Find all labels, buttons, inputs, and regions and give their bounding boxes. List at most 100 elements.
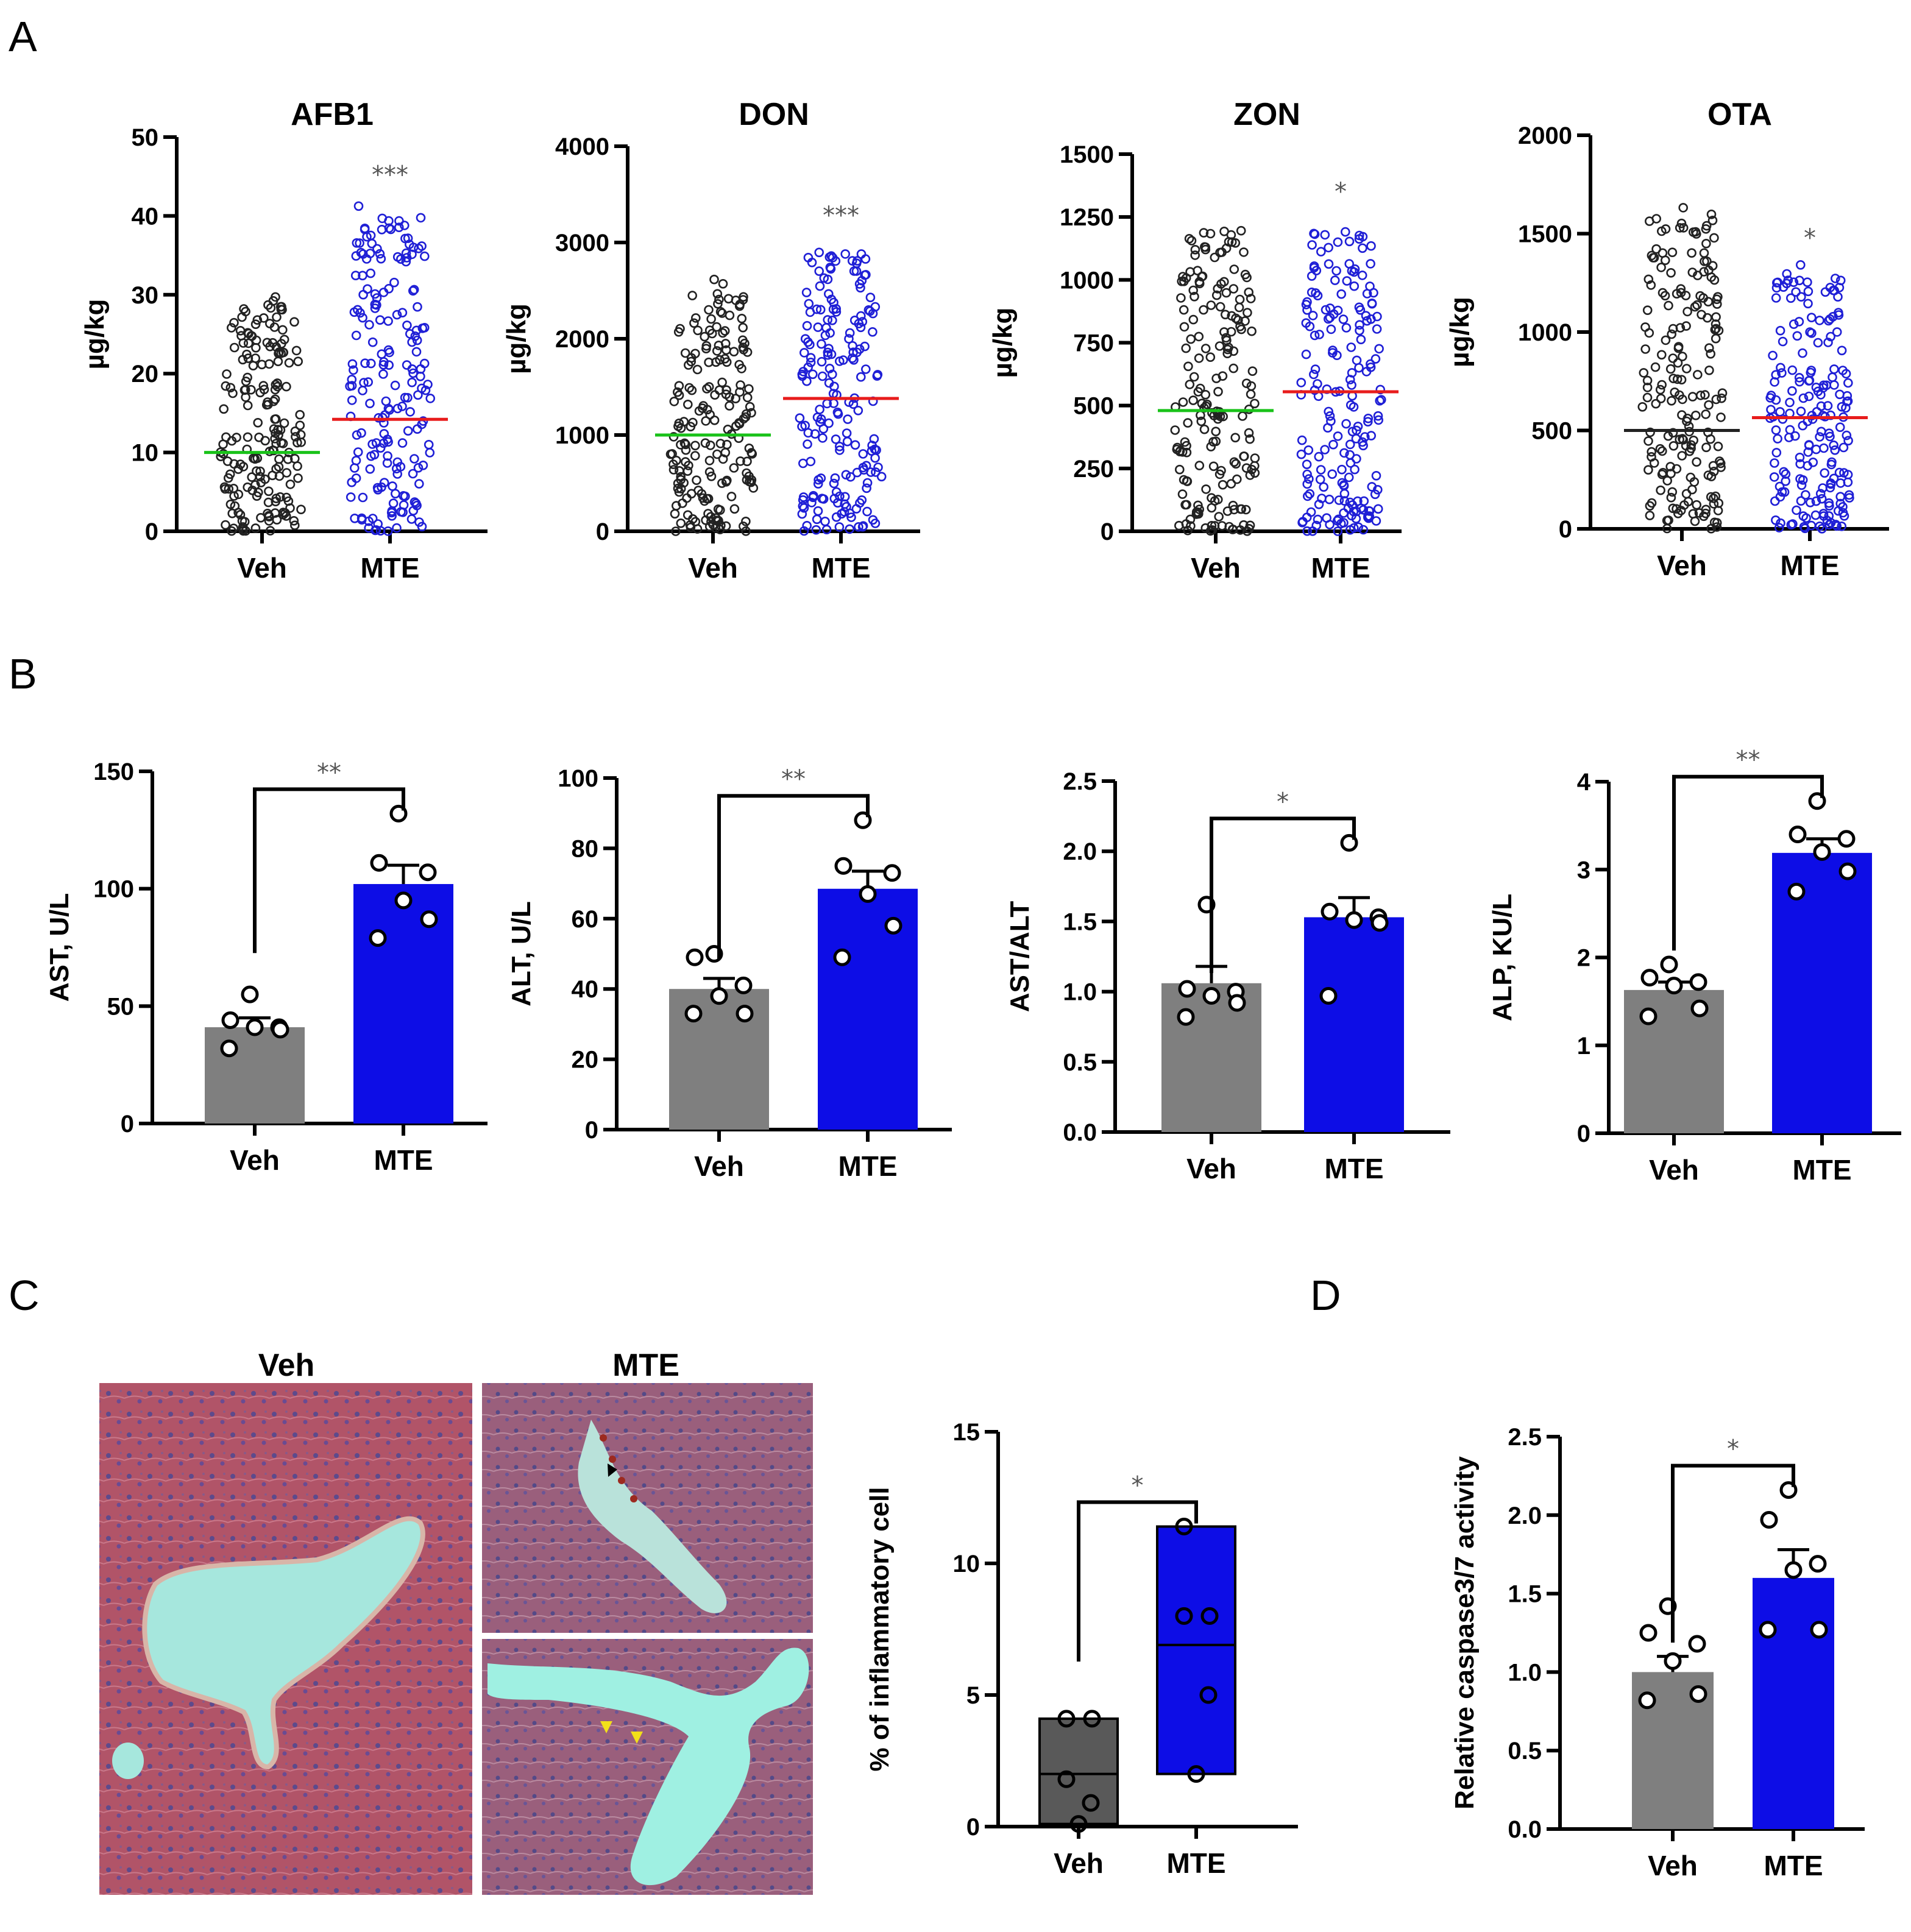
data-point [714,294,724,305]
data-point [1832,521,1842,531]
data-point [358,492,368,503]
data-point [1668,373,1678,384]
data-point [1354,363,1364,373]
data-point [1372,324,1382,334]
data-point [1305,489,1315,499]
data-point [746,477,756,487]
data-point [394,891,413,910]
data-point [228,388,238,398]
data-point [1211,426,1221,437]
data-point [704,382,714,392]
data-point [1177,1008,1195,1026]
data-point [1709,233,1719,243]
data-point [378,288,389,297]
data-point [256,478,266,487]
data-point [1788,519,1798,529]
data-point [289,453,300,464]
y-axis-label: AST, U/L [44,893,74,1002]
data-point [1843,436,1853,446]
data-point [1214,512,1224,522]
data-point [414,517,424,527]
y-tick-label: 3 [1577,857,1590,883]
data-point [280,508,290,518]
data-point [412,424,422,434]
data-point [835,441,845,451]
data-point [1306,507,1316,517]
data-point [674,487,684,497]
data-point [1782,269,1792,279]
data-point [1687,267,1698,277]
data-point [1374,344,1384,354]
data-point [1668,441,1679,451]
data-point [1691,410,1701,420]
data-point [1234,302,1244,313]
data-point [1337,478,1347,488]
y-axis-label: µg/kg [80,299,110,370]
data-point [284,358,294,368]
data-point [1787,882,1806,901]
data-point [683,399,693,409]
data-point [1324,314,1333,324]
data-point [222,369,232,379]
x-tick-label: Veh [1186,1153,1236,1184]
data-point [1200,344,1211,353]
data-point [243,432,253,442]
data-point [1346,342,1356,352]
data-point [1194,353,1204,363]
data-point [680,348,690,358]
data-point [1645,501,1655,511]
data-point [700,331,709,342]
data-point [1364,506,1374,516]
data-point [1180,500,1190,510]
data-point [418,460,428,470]
data-point [1190,250,1200,260]
y-tick-label: 2.0 [1508,1502,1542,1529]
y-tick-label: 15 [953,1419,980,1446]
data-point [1371,470,1381,481]
data-point [383,316,393,326]
data-point [1308,311,1318,320]
significance-bracket [717,794,870,960]
y-tick-label: 100 [93,876,134,903]
data-point [229,342,239,353]
data-point [1373,411,1383,421]
histology-image-mte-top [482,1383,813,1633]
data-point [831,434,841,444]
data-point [736,380,745,390]
chart-alp: 0 1 2 3 4 Veh MTE ALP, KU/L ** [1487,746,1901,1186]
data-point [1781,469,1791,479]
data-point [233,489,244,500]
data-point [408,242,419,252]
data-point [1667,329,1676,339]
data-point [712,289,723,299]
data-point [271,292,280,302]
data-point [1207,493,1216,503]
data-point [704,467,715,477]
data-point [1199,305,1208,315]
data-point [419,251,430,261]
data-point [684,1005,703,1023]
data-point [712,346,722,356]
data-point [1366,259,1375,269]
data-point [352,305,363,315]
data-point [1791,287,1801,297]
data-point [1236,504,1246,514]
data-point [1175,1518,1193,1536]
data-point [698,493,708,503]
data-point [258,313,269,323]
y-tick-label: 40 [572,976,599,1003]
data-point [723,294,734,304]
data-point [1308,526,1317,536]
data-point [414,479,424,489]
data-point [1214,341,1225,351]
data-point [1309,369,1319,380]
data-point [1716,412,1726,422]
chart-title: AFB1 [291,97,374,132]
data-point [1245,434,1255,444]
data-point [1664,1652,1682,1670]
y-tick-label: 0 [585,1117,598,1144]
data-point [272,312,282,322]
y-tick-label: 0 [596,518,609,545]
data-point [1230,238,1241,248]
data-point [706,441,715,450]
